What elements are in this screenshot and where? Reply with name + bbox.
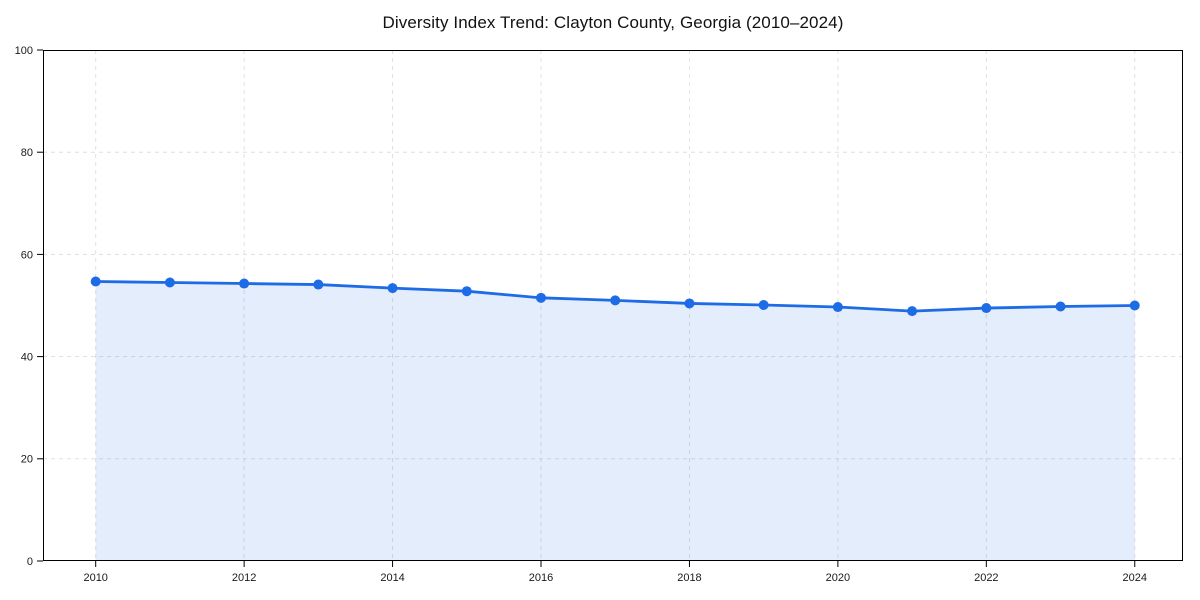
area-fill — [95, 281, 1135, 561]
x-tick-label: 2018 — [677, 572, 701, 584]
data-point — [164, 277, 175, 288]
y-tick-label: 60 — [21, 249, 33, 261]
data-point — [387, 283, 398, 294]
y-tick-label: 100 — [15, 45, 33, 57]
y-tick-label: 80 — [21, 147, 33, 159]
x-tick-label: 2014 — [380, 572, 404, 584]
data-point — [536, 292, 547, 303]
data-point — [907, 306, 918, 317]
data-point — [239, 278, 250, 289]
y-tick-label: 0 — [27, 556, 33, 568]
data-point — [1055, 301, 1066, 312]
x-tick-label: 2010 — [83, 572, 107, 584]
plot-border — [43, 50, 1183, 561]
data-point — [684, 298, 695, 309]
chart-title: Diversity Index Trend: Clayton County, G… — [382, 13, 844, 32]
data-point — [981, 303, 992, 314]
data-point — [610, 295, 621, 306]
data-point — [313, 279, 324, 290]
x-tick-label: 2012 — [232, 572, 256, 584]
data-point — [461, 286, 472, 297]
data-point — [758, 299, 769, 310]
y-tick-label: 20 — [21, 454, 33, 466]
x-tick-label: 2024 — [1123, 572, 1147, 584]
y-tick-label: 40 — [21, 351, 33, 363]
x-tick-label: 2022 — [974, 572, 998, 584]
x-tick-label: 2016 — [529, 572, 553, 584]
data-point — [90, 276, 101, 287]
data-point — [1129, 300, 1140, 311]
data-point — [832, 302, 843, 313]
x-tick-label: 2020 — [826, 572, 850, 584]
